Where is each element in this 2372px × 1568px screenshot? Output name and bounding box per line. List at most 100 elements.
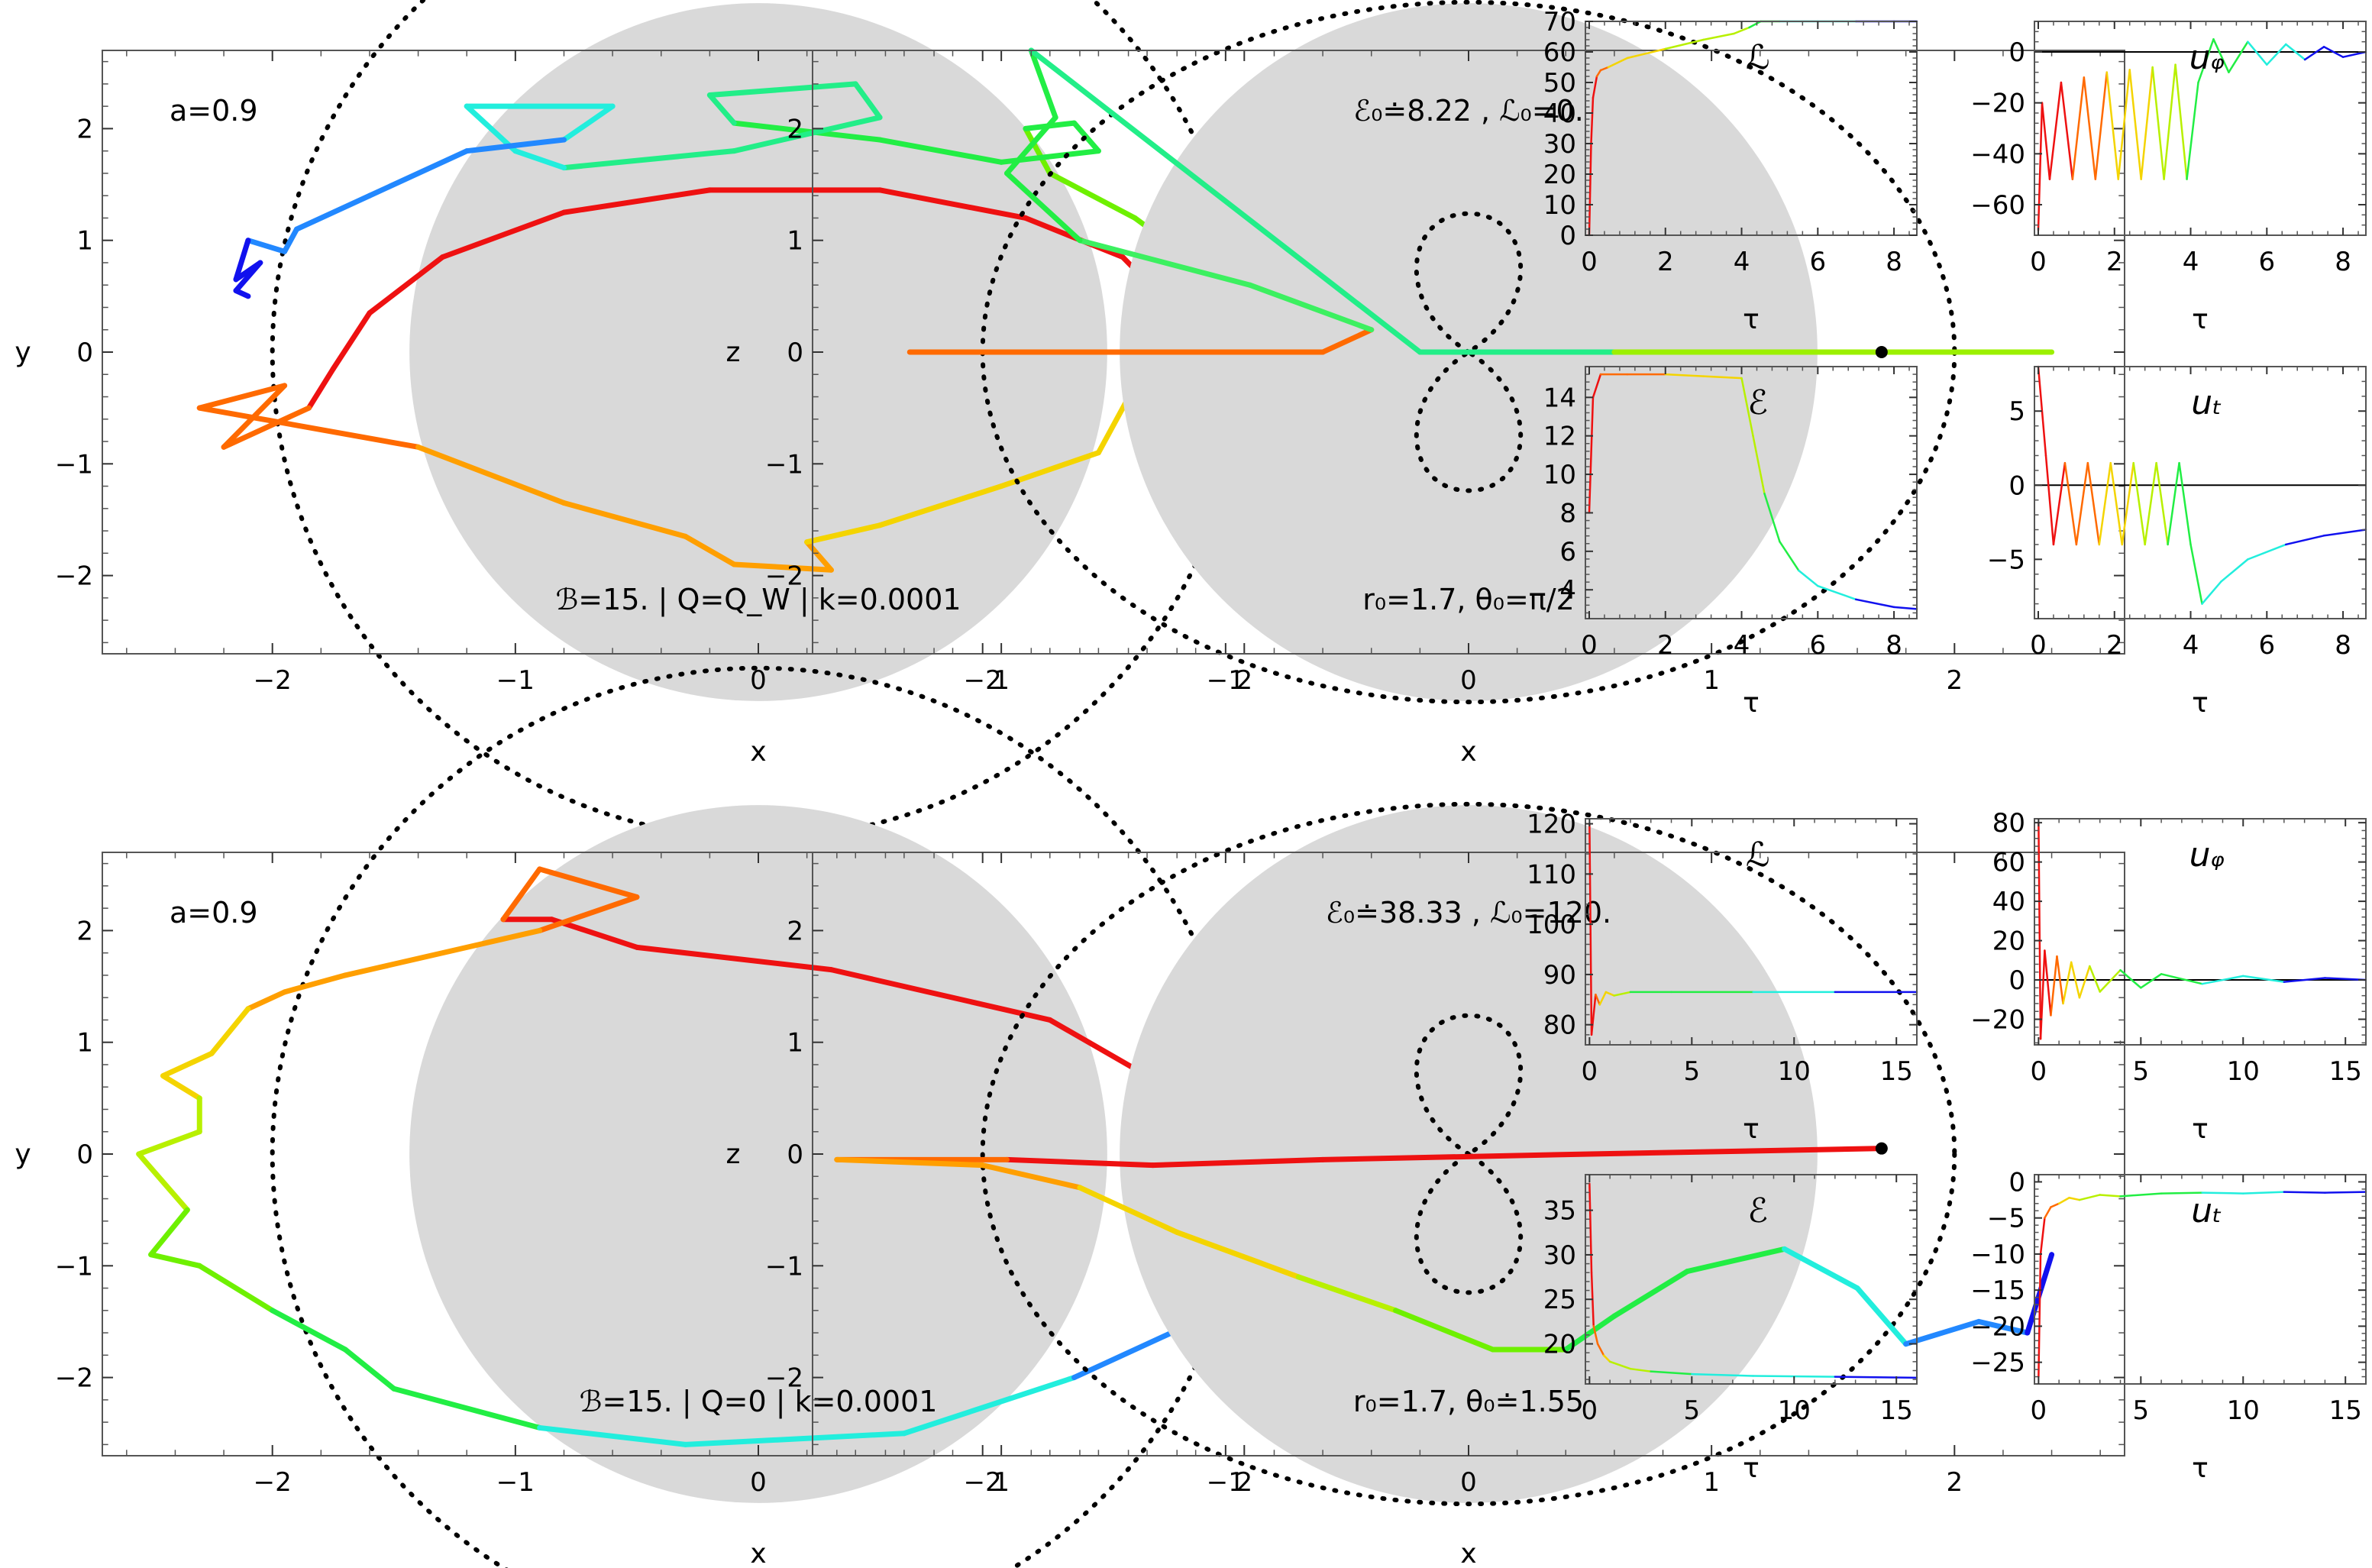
trajectory-segment — [1607, 57, 1629, 69]
trajectory-segment — [1004, 115, 1058, 176]
trajectory-segment — [2039, 1217, 2046, 1256]
x-axis-label: x — [750, 1538, 766, 1568]
y-tick-label: −5 — [1987, 1204, 2025, 1234]
y-tick-label: −2 — [765, 561, 803, 592]
panel-r1-E: 0 2 4 6 8 4 6 8 10 12 14 ℰτ — [1543, 366, 1918, 719]
trajectory-segment — [196, 1262, 276, 1314]
trajectory-segment — [148, 1207, 190, 1258]
trajectory-segment — [2151, 66, 2165, 180]
x-tick-label: 10 — [1778, 1395, 1811, 1426]
y-axis-label: y — [15, 1139, 31, 1170]
trajectory-segment — [2266, 43, 2287, 66]
trajectory-segment — [1393, 1308, 1496, 1353]
trajectory-segment — [804, 539, 834, 573]
trajectory-segment — [561, 103, 616, 143]
trajectory-segment — [1562, 1313, 1617, 1353]
energy-annotation: ℰ₀≐8.22 , ℒ₀=0. — [1353, 94, 1584, 128]
black-hole-horizon — [409, 805, 1107, 1503]
trajectory-segment — [2099, 1194, 2122, 1198]
x-axis-label: τ — [1743, 304, 1760, 335]
x-tick-label: 2 — [1946, 1467, 1963, 1498]
trajectory-segment — [305, 366, 336, 411]
trajectory-segment — [2160, 973, 2203, 985]
y-tick-label: 100 — [1527, 910, 1576, 940]
x-tick-label: 15 — [1880, 1056, 1913, 1087]
trajectory-segment — [683, 1431, 907, 1447]
x-tick-label: −2 — [254, 1467, 292, 1498]
y-tick-label: −20 — [1970, 1005, 2025, 1036]
trajectory-segment — [1664, 38, 1705, 50]
trajectory-segment — [901, 1375, 1078, 1437]
trajectory-segment — [1320, 1151, 1593, 1162]
trajectory-segment — [196, 383, 288, 411]
y-tick-label: −40 — [1970, 139, 2025, 170]
y-tick-label: 1 — [787, 226, 803, 257]
x-tick-label: 2 — [1236, 665, 1252, 696]
x-tick-label: −1 — [1207, 1467, 1245, 1498]
trajectory-segment — [1604, 991, 1615, 997]
trajectory-segment — [1748, 20, 1762, 29]
x-tick-label: 2 — [1657, 630, 1674, 661]
trajectory-segment — [1004, 1156, 1155, 1169]
trajectory-segment — [500, 866, 543, 923]
trajectory-segment — [1817, 584, 1857, 601]
trajectory-segment — [834, 1156, 986, 1169]
trajectory-segment — [1798, 569, 1819, 587]
trajectory-segment — [731, 120, 883, 143]
x-tick-label: 0 — [2031, 1395, 2047, 1426]
trajectory-segment — [1664, 373, 1705, 377]
panel-r2-L: 0 5 10 15 80 90 100 110 120 ℒτ — [1527, 810, 1918, 1145]
x-tick-label: 8 — [1886, 247, 1902, 277]
plot-frame — [1585, 818, 1918, 1046]
x-tick-label: 15 — [2329, 1395, 2362, 1426]
trajectory-segment — [2128, 69, 2142, 180]
trajectory-segment — [2037, 102, 2044, 231]
series-label: uₜ — [2191, 1191, 2222, 1230]
trajectory-segment — [245, 238, 288, 254]
trajectory-segment — [2050, 1202, 2060, 1208]
series-label: ℰ — [1747, 1191, 1768, 1230]
x-tick-label: −1 — [496, 1467, 535, 1498]
trajectory-segment — [731, 115, 883, 154]
trajectory-segment — [2075, 461, 2089, 546]
trajectory-segment — [1976, 1318, 2031, 1336]
trajectory-segment — [1602, 1354, 1611, 1363]
y-tick-label: 10 — [1543, 460, 1576, 490]
trajectory-segment — [2078, 965, 2091, 999]
trajectory-segment — [2099, 968, 2122, 993]
trajectory-segment — [2041, 102, 2051, 180]
trajectory-segment — [2121, 461, 2134, 546]
trajectory-segment — [1626, 47, 1667, 60]
y-tick-label: 5 — [2008, 396, 2025, 427]
trajectory-segment — [2078, 1194, 2101, 1201]
y-tick-label: −1 — [765, 449, 803, 480]
trajectory-segment — [2247, 40, 2268, 66]
trajectory-segment — [2119, 968, 2142, 989]
trajectory-segment — [233, 238, 251, 283]
parameter-annotation: ℬ=15. | Q=Q_W | k=0.0001 — [555, 583, 961, 617]
y-tick-label: −1 — [55, 1251, 93, 1282]
x-tick-label: −2 — [964, 1467, 1002, 1498]
trajectory-segment — [512, 148, 567, 171]
trajectory-segment — [877, 187, 1029, 221]
trajectory-segment — [1702, 32, 1735, 41]
trajectory-segment — [208, 1006, 251, 1056]
x-tick-label: 2 — [2106, 630, 2123, 661]
trajectory-segment — [294, 192, 373, 232]
x-tick-label: 6 — [1809, 247, 1826, 277]
trajectory-segment — [1779, 540, 1800, 572]
trajectory-segment — [2228, 40, 2249, 73]
y-tick-label: 2 — [787, 114, 803, 144]
x-tick-label: 10 — [1778, 1056, 1811, 1087]
y-tick-label: −1 — [765, 1251, 803, 1282]
trajectory-segment — [245, 989, 288, 1012]
trajectory-segment — [2038, 1253, 2042, 1378]
y-tick-label: 70 — [1543, 7, 1576, 37]
y-tick-label: 1 — [76, 1028, 93, 1059]
x-tick-label: 8 — [2335, 247, 2351, 277]
y-tick-label: 60 — [1992, 848, 2025, 878]
y-tick-label: −1 — [55, 449, 93, 480]
y-tick-label: 80 — [1543, 1010, 1576, 1041]
trajectory-segment — [706, 81, 858, 99]
